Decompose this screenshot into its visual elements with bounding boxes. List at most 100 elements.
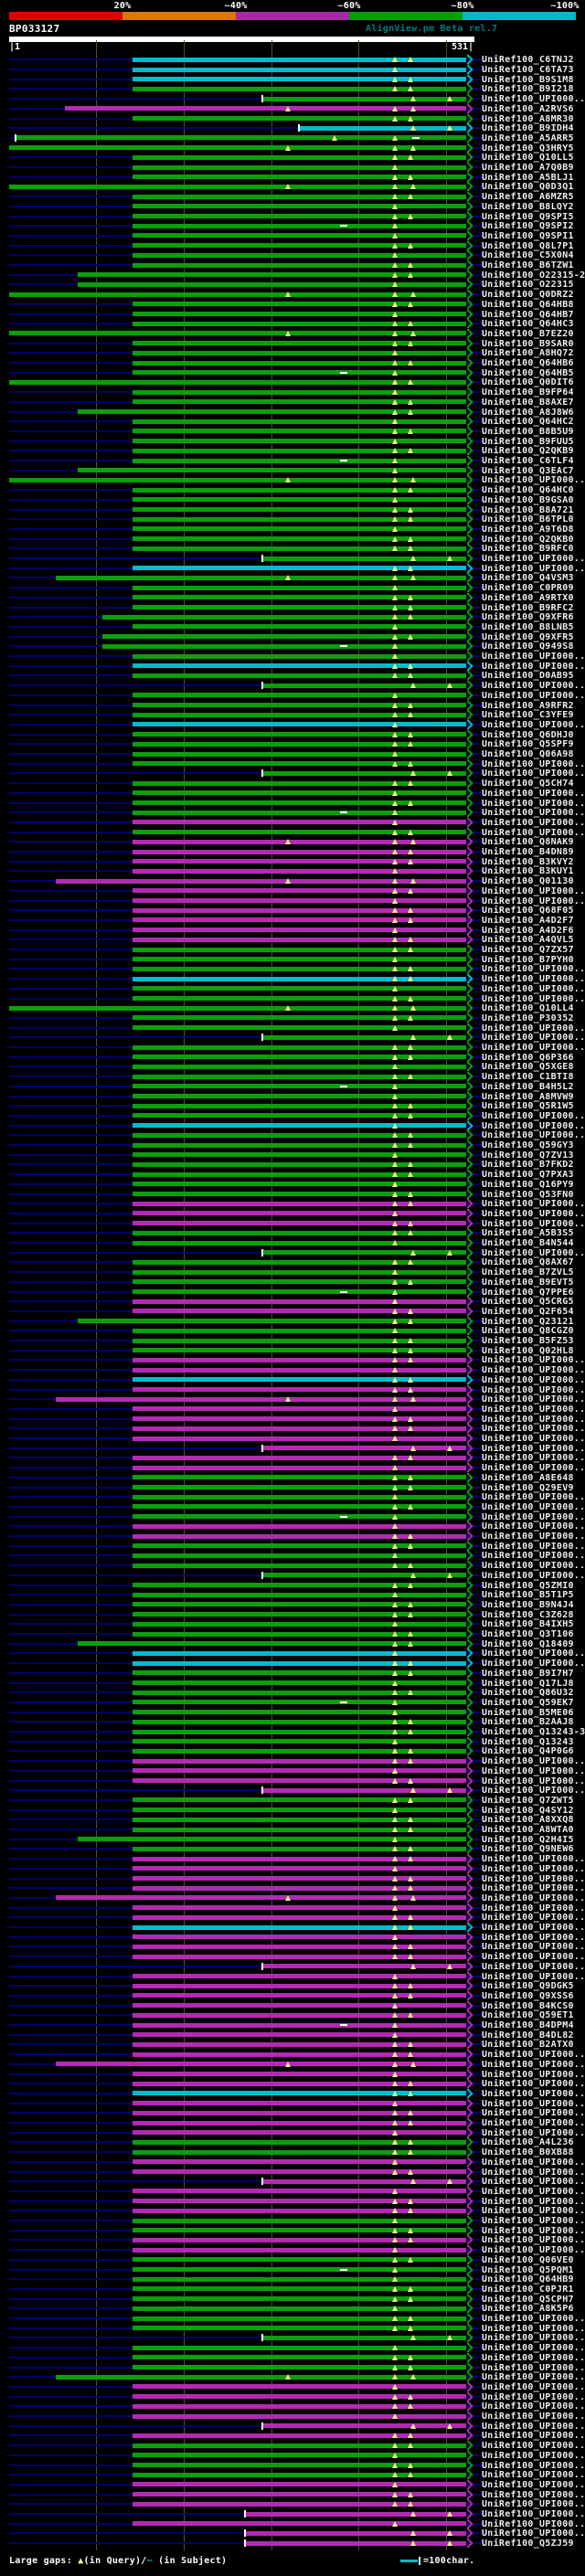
gap-in-query-triangle-icon <box>408 604 414 610</box>
arrowhead-icon <box>463 2215 473 2226</box>
row-label: UniRef100_UPI000.. <box>482 1424 585 1435</box>
gap-in-query-triangle-icon <box>391 1201 398 1207</box>
alignment-bar <box>262 1446 466 1451</box>
row-label: UniRef100_Q9NEW6 <box>482 1844 574 1855</box>
row-label: UniRef100_B7ZVL5 <box>482 1267 574 1278</box>
gap-in-query-triangle-icon <box>408 1318 414 1324</box>
gap-in-query-triangle-icon <box>391 731 398 737</box>
alignment-bar <box>133 1161 466 1167</box>
arrowhead-icon <box>463 484 473 495</box>
row-label: UniRef100_UPI000.. <box>482 1404 585 1415</box>
row-label: UniRef100_B6TPL0 <box>482 514 574 525</box>
alignment-bar <box>133 2326 466 2331</box>
gap-in-query-triangle-icon <box>408 115 414 122</box>
alignment-bar <box>133 1846 466 1851</box>
gap-in-query-triangle-icon <box>391 1885 398 1892</box>
row-label: UniRef100_UPI000.. <box>482 1776 585 1786</box>
row-label: UniRef100_UPI000.. <box>482 827 585 838</box>
alignment-bar <box>262 1787 466 1793</box>
gap-in-query-triangle-icon <box>408 2149 414 2156</box>
alignment-bar <box>133 223 466 228</box>
arrowhead-icon <box>463 1668 473 1679</box>
row-label: UniRef100_UPI000.. <box>482 1521 585 1532</box>
gap-in-query-triangle-icon <box>408 1797 414 1803</box>
gap-in-query-triangle-icon <box>408 1827 414 1833</box>
gap-in-query-triangle-icon <box>408 1132 414 1139</box>
gap-in-query-triangle-icon <box>391 67 398 73</box>
row-label: UniRef100_Q64HB9 <box>482 2274 574 2285</box>
arrowhead-icon <box>463 1961 473 1972</box>
gap-in-query-triangle-icon <box>391 419 398 425</box>
gap-in-query-triangle-icon <box>391 1934 398 1940</box>
gap-in-query-triangle-icon <box>391 2520 398 2527</box>
alignment-bar <box>133 1563 466 1568</box>
alignment-bar <box>262 1573 466 1578</box>
gap-in-query-triangle-icon <box>408 1220 414 1226</box>
alignment-bar <box>133 1309 466 1314</box>
gap-in-query-triangle-icon <box>447 556 453 562</box>
gap-in-query-triangle-icon <box>408 2285 414 2292</box>
gap-in-query-triangle-icon <box>391 1709 398 1715</box>
arrowhead-icon <box>463 299 473 310</box>
gap-in-query-triangle-icon <box>391 203 398 209</box>
legend-prefix: Large gaps: <box>9 2556 79 2566</box>
row-label: UniRef100_A8XXQ8 <box>482 1815 574 1826</box>
gap-in-query-triangle-icon <box>391 810 398 816</box>
gap-in-query-triangle-icon <box>391 1523 398 1530</box>
row-label: UniRef100_UPI000.. <box>482 1786 585 1797</box>
arrowhead-icon <box>463 1433 473 1444</box>
row-label: UniRef100_UPI000.. <box>482 2235 585 2246</box>
alignment-bar <box>133 986 466 991</box>
gap-in-query-triangle-icon <box>391 1005 398 1012</box>
row-label: UniRef100_Q9SPI5 <box>482 211 574 222</box>
arrowhead-icon <box>463 2049 473 2060</box>
alignment-bar <box>133 1983 466 1988</box>
alignment-bar <box>133 1533 466 1539</box>
gap-in-query-triangle-icon <box>408 1347 414 1353</box>
row-label: UniRef100_UPI000.. <box>482 1903 585 1913</box>
gap-in-query-triangle-icon <box>408 2325 414 2331</box>
gap-in-query-triangle-icon <box>391 2383 398 2390</box>
alignment-bar <box>133 1055 466 1060</box>
row-label: UniRef100_UPI000.. <box>482 1541 585 1552</box>
alignment-bar <box>133 2130 466 2136</box>
gap-in-query-triangle-icon <box>408 1259 414 1266</box>
row-label: UniRef100_UPI000.. <box>482 1394 585 1405</box>
alignment-bar <box>133 810 466 815</box>
gap-in-subject-dash-icon <box>411 136 420 139</box>
gap-in-query-triangle-icon <box>408 1415 414 1422</box>
alignment-bar <box>133 1406 466 1412</box>
row-label: UniRef100_UPI000.. <box>482 2391 585 2402</box>
alignment-bar <box>262 1250 466 1256</box>
arrowhead-icon <box>463 778 473 789</box>
gap-in-query-triangle-icon <box>447 2178 453 2185</box>
alignment-bar <box>133 1240 466 1246</box>
row-label: UniRef100_B9FP64 <box>482 387 574 398</box>
gap-in-query-triangle-icon <box>391 389 398 396</box>
arrowhead-icon <box>463 2479 473 2490</box>
alignment-bar <box>262 1964 466 1969</box>
row-label: UniRef100_UPI000.. <box>482 1971 585 1982</box>
alignment-bar <box>9 292 466 297</box>
gap-in-query-triangle-icon <box>391 1299 398 1305</box>
alignment-bar <box>133 399 466 405</box>
row-label: UniRef100_UPI000.. <box>482 1355 585 1366</box>
gap-in-query-triangle-icon <box>391 1640 398 1647</box>
alignment-bar <box>133 262 466 268</box>
row-label: UniRef100_Q5CH74 <box>482 779 574 790</box>
row-label: UniRef100_A8J8W6 <box>482 407 574 418</box>
alignment-bar <box>245 2540 466 2546</box>
gap-in-query-triangle-icon <box>408 1611 414 1617</box>
row-label: UniRef100_UPI000.. <box>482 1913 585 1924</box>
row-label: UniRef100_UPI000.. <box>482 1756 585 1767</box>
gap-in-query-triangle-icon <box>391 340 398 346</box>
row-label: UniRef100_UPI000.. <box>482 2167 585 2178</box>
row-label: UniRef100_Q64HC2 <box>482 417 574 428</box>
gap-in-query-triangle-icon <box>408 1533 414 1540</box>
alignment-bar <box>133 2286 466 2292</box>
gap-in-query-triangle-icon <box>391 2393 398 2400</box>
gap-in-query-triangle-icon <box>391 760 398 767</box>
row-label: UniRef100_A8K5P6 <box>482 2304 574 2315</box>
arrowhead-icon <box>463 1140 473 1150</box>
row-label: UniRef100_UPI000.. <box>482 1463 585 1474</box>
